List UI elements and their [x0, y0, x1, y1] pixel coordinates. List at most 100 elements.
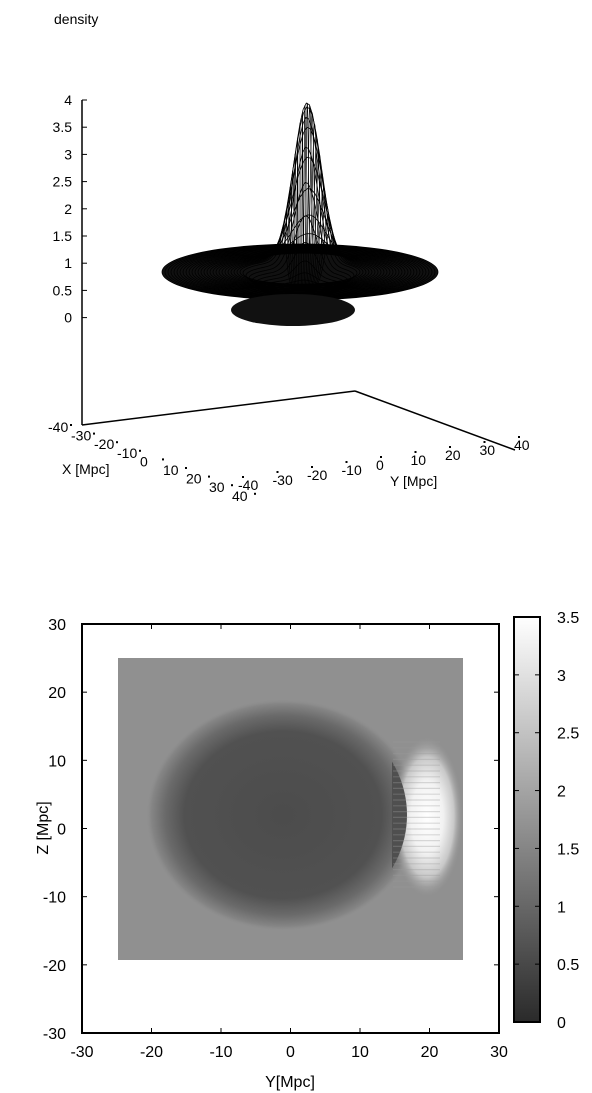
surface-spoke — [309, 170, 337, 291]
heatmap-x-label: Y[Mpc] — [265, 1074, 315, 1091]
z-tick-label: 1.5 — [53, 228, 73, 244]
x-axis-label: X [Mpc] — [62, 461, 109, 477]
y-tick-mark — [483, 441, 486, 443]
surface-spoke — [306, 123, 325, 291]
y-tick-label: 30 — [480, 442, 496, 458]
x-tick-label: 10 — [163, 462, 179, 478]
x-tick-mark — [231, 484, 233, 487]
heatmap-y-label: Z [Mpc] — [35, 801, 52, 854]
y-tick-mark — [380, 456, 382, 458]
y-tick-label: -10 — [43, 890, 66, 907]
void-region — [146, 699, 420, 931]
y-tick-mark — [518, 436, 520, 438]
surface-ring — [194, 250, 406, 294]
z-tick-label: 3 — [64, 146, 72, 162]
y-tick-label: -10 — [342, 462, 362, 478]
z-axis-ticks: 4 3.5 3 2.5 2 1.5 1 0.5 0 — [53, 92, 87, 326]
surface-ring — [185, 248, 415, 296]
z-tick-label: 2.5 — [53, 174, 73, 190]
x-tick-label: 20 — [186, 471, 202, 487]
x-tick-label: 0 — [286, 1044, 295, 1061]
y-tick-label: 40 — [514, 437, 530, 453]
surface-ring — [191, 249, 409, 295]
y-tick-mark — [276, 471, 279, 473]
surface-ring — [197, 250, 403, 294]
y-tick-label: -40 — [238, 477, 258, 493]
x-tick-label: -20 — [94, 436, 114, 452]
y-tick-label: 0 — [376, 457, 384, 473]
surface-spoke — [313, 228, 351, 292]
y-axis-ticks: -40 -30 -20 -10 0 10 20 30 40 — [238, 436, 530, 493]
density-surface — [161, 102, 439, 326]
y-tick-mark — [449, 446, 451, 448]
surface-spoke — [271, 226, 293, 291]
x-tick-mark — [208, 475, 210, 478]
x-tick-label: -30 — [70, 1044, 93, 1061]
x-tick-label: 30 — [209, 479, 225, 495]
y-tick-mark — [311, 466, 313, 468]
shell-ripple-pattern — [393, 741, 440, 888]
y-tick-label: 10 — [48, 753, 66, 770]
surface-spoke — [283, 186, 296, 291]
y-tick-label: 10 — [411, 452, 427, 468]
x-tick-label: 20 — [421, 1044, 439, 1061]
y-tick-label: 20 — [48, 685, 66, 702]
x-tick-label: 40 — [232, 488, 248, 504]
y-tick-label: 20 — [445, 447, 461, 463]
y-tick-label: -20 — [307, 467, 327, 483]
x-tick-label: 10 — [351, 1044, 369, 1061]
y-tick-mark — [414, 451, 417, 453]
void-edge-mask — [392, 761, 407, 869]
surface-title: density — [54, 11, 98, 27]
surface-spoke — [295, 137, 300, 291]
x-tick-mark — [70, 424, 72, 426]
surface-spoke — [308, 153, 333, 291]
surface-spoke — [275, 215, 294, 291]
x-axis-line — [81, 390, 356, 426]
colorbar-ticks: 3.5 3 2.5 2 1.5 1 0.5 0 — [514, 610, 579, 1032]
surface-spoke — [312, 216, 348, 292]
x-tick-mark — [162, 458, 164, 461]
surface-spoke — [291, 153, 299, 291]
x-tick-mark — [116, 441, 118, 444]
z-tick-label: 2 — [64, 201, 72, 217]
y-tick-label: 30 — [48, 617, 66, 634]
colorbar-tick-label: 0 — [557, 1015, 566, 1032]
x-tick-label: 0 — [140, 453, 148, 469]
x-tick-label: -40 — [48, 419, 68, 435]
x-tick-mark — [93, 432, 95, 435]
colorbar-tick-label: 3.5 — [557, 610, 579, 627]
surface-spoke — [279, 201, 295, 291]
surface-spoke — [287, 170, 298, 291]
colorbar-tick-label: 1.5 — [557, 841, 579, 858]
surface-spoke — [310, 187, 340, 291]
heatmap-ticks: -30 -20 -10 0 10 20 30 30 20 10 0 -10 -20 -30 — [43, 617, 508, 1061]
z-tick-label: 0.5 — [53, 282, 73, 298]
colorbar-tick-label: 3 — [557, 668, 566, 685]
x-tick-mark — [185, 467, 187, 469]
y-axis-line — [354, 390, 516, 451]
colorbar-tick-label: 2 — [557, 784, 566, 801]
y-tick-label: -30 — [43, 1026, 66, 1043]
void-bowl — [231, 294, 355, 326]
z-tick-label: 0 — [64, 310, 72, 326]
x-tick-label: -30 — [71, 428, 91, 444]
surface-spoke — [302, 102, 313, 291]
y-tick-label: -20 — [43, 958, 66, 975]
surface-plot: density 43.532.521.510.50 -40-30-20-1001… — [48, 11, 530, 504]
colorbar-tick-label: 2.5 — [557, 726, 579, 743]
y-tick-mark — [242, 476, 244, 478]
z-tick-label: 4 — [64, 92, 72, 108]
y-tick-mark — [345, 461, 348, 463]
x-tick-label: 30 — [490, 1044, 508, 1061]
z-tick-label: 1 — [64, 255, 72, 271]
y-tick-label: -30 — [273, 472, 293, 488]
y-axis-label: Y [Mpc] — [390, 473, 437, 489]
z-tick-label: 3.5 — [53, 119, 73, 135]
surface-ring — [188, 249, 412, 295]
density-field — [118, 658, 463, 960]
colorbar — [513, 616, 541, 1023]
colorbar-tick-label: 0.5 — [557, 957, 579, 974]
